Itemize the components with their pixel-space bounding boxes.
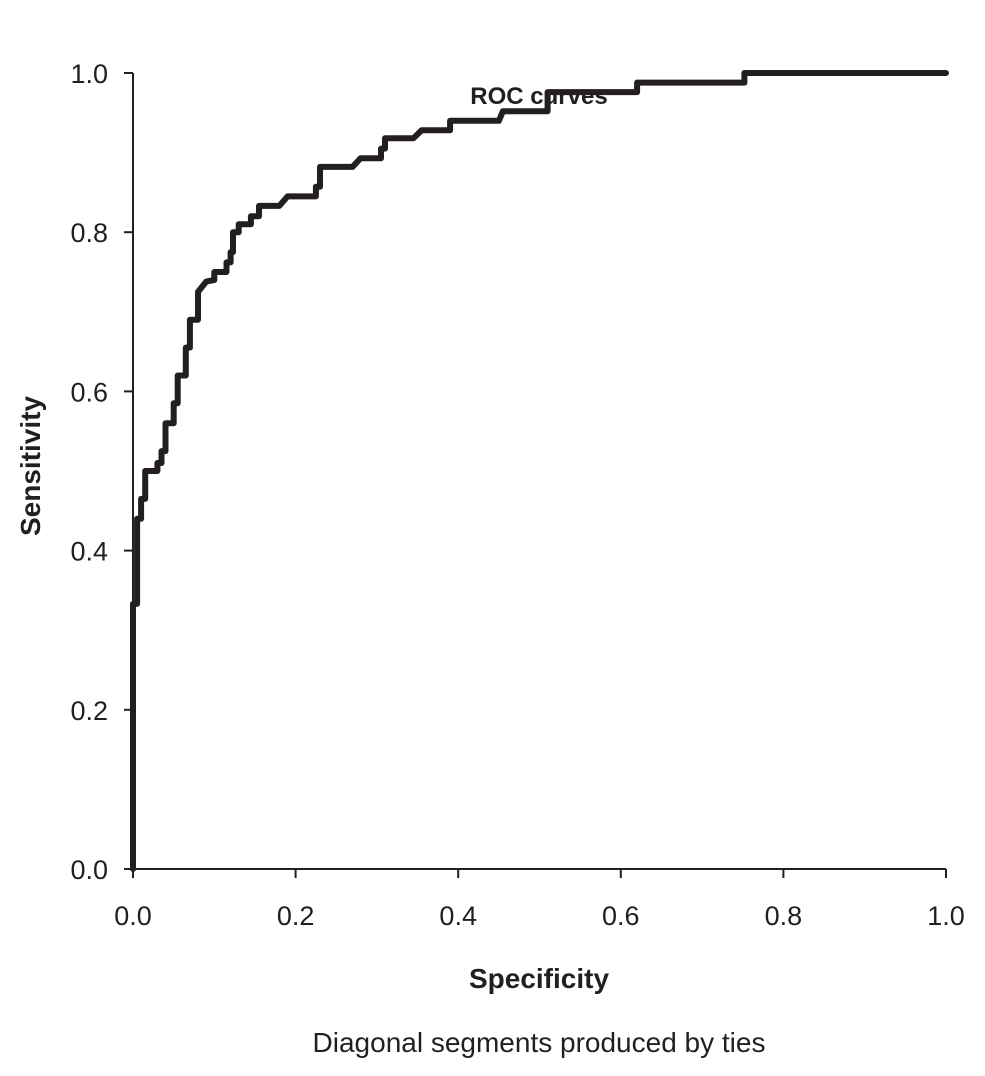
x-tick-label: 1.0 — [927, 901, 965, 931]
x-tick-label: 0.0 — [114, 901, 152, 931]
roc-curve-line — [130, 70, 949, 872]
y-tick-label: 0.0 — [70, 855, 108, 885]
chart-title: ROC curves — [470, 83, 607, 110]
y-tick-label: 0.4 — [70, 537, 108, 567]
chart-note: Diagonal segments produced by ties — [313, 1027, 766, 1058]
y-tick-label: 0.6 — [70, 377, 108, 407]
x-axis-label: Specificity — [469, 963, 609, 994]
y-tick-label: 0.8 — [70, 218, 108, 248]
x-tick-label: 0.8 — [765, 901, 803, 931]
y-tick-label: 0.2 — [70, 696, 108, 726]
y-tick-label: 1.0 — [70, 59, 108, 89]
x-tick-label: 0.6 — [602, 901, 640, 931]
y-axis-label: Sensitivity — [15, 396, 46, 536]
x-tick-label: 0.2 — [277, 901, 315, 931]
x-tick-label: 0.4 — [439, 901, 477, 931]
